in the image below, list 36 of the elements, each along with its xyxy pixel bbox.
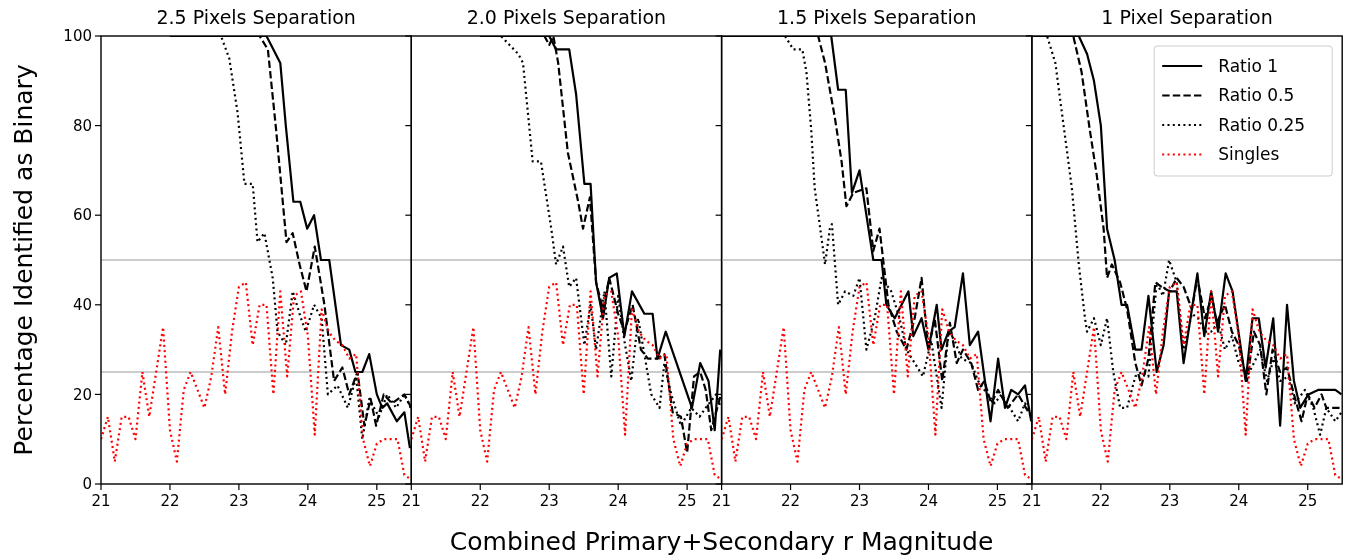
x-tick-label: 21 [91,492,111,510]
x-tick-label: 23 [1160,492,1180,510]
chart-title: 2.5 Pixels Separation [156,6,356,28]
x-tick-label: 24 [608,492,628,510]
legend-label: Ratio 0.5 [1218,85,1295,106]
chart-title: 1.5 Pixels Separation [777,6,977,28]
chart-title: 2.0 Pixels Separation [466,6,667,28]
x-tick-label: 22 [160,492,180,510]
legend-label: Ratio 0.25 [1218,114,1306,135]
x-tick-label: 25 [367,492,387,510]
legend-label: Singles [1218,144,1280,165]
x-tick-label: 25 [1298,492,1318,510]
x-tick-label: 21 [712,492,732,510]
y-axis-title: Percentage Identified as Binary [9,64,38,456]
x-tick-label: 24 [918,492,939,510]
x-tick-label: 25 [677,492,697,510]
x-tick-label: 24 [1229,492,1249,510]
x-tick-label: 23 [539,492,559,510]
x-tick-label: 24 [298,492,318,510]
x-axis-title: Combined Primary+Secondary r Magnitude [449,527,994,556]
x-tick-label: 21 [1022,492,1042,510]
y-tick-label: 80 [72,116,92,135]
y-tick-label: 0 [82,475,92,494]
chart-title: 1 Pixel Separation [1101,6,1273,28]
x-tick-label: 22 [1091,492,1111,510]
y-tick-label: 20 [72,385,92,404]
x-tick-label: 25 [987,492,1007,510]
x-tick-label: 23 [229,492,249,510]
y-tick-label: 40 [72,296,92,315]
y-tick-label: 100 [63,27,92,46]
x-tick-label: 22 [470,492,490,510]
y-tick-label: 60 [72,206,92,225]
x-tick-label: 21 [401,492,421,510]
x-tick-label: 23 [849,492,870,510]
legend-label: Ratio 1 [1218,55,1279,76]
x-tick-label: 22 [781,492,801,510]
